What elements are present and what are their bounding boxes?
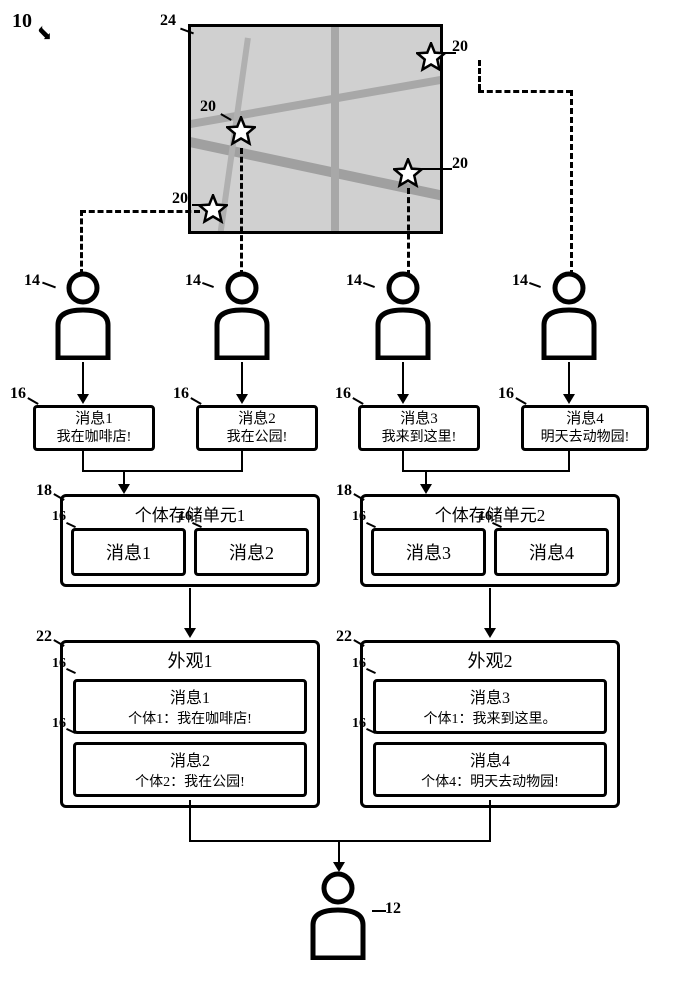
map-ref-label: 24	[160, 12, 176, 30]
arrow-down	[189, 588, 191, 636]
msg-ref-label: 16	[52, 656, 66, 672]
message-body: 我在公园!	[203, 429, 311, 447]
msg-ref-label: 16	[335, 385, 351, 403]
appear-msg-title: 消息4	[376, 747, 604, 771]
message-body: 我在咖啡店!	[40, 429, 148, 447]
message-box: 消息3 我来到这里!	[358, 405, 480, 451]
msg-ref-label: 16	[352, 716, 366, 732]
user-icon	[303, 870, 373, 965]
appearance-msg: 消息1 个体1：我在咖啡店!	[73, 679, 307, 734]
storage-cell: 消息4	[494, 528, 609, 576]
msg-ref-label: 16	[173, 385, 189, 403]
arrow-down	[338, 840, 340, 870]
star-ref-label: 20	[200, 98, 216, 116]
appearance-title: 外观2	[363, 643, 617, 675]
message-box: 消息4 明天去动物园!	[521, 405, 649, 451]
arrow-down	[425, 470, 427, 492]
appear-ref-label: 22	[336, 628, 352, 646]
appear-msg-title: 消息1	[76, 684, 304, 708]
appearance-box: 外观2 消息3 个体1：我来到这里。 消息4 个体4：明天去动物园!	[360, 640, 620, 808]
arrow-down	[402, 362, 404, 402]
storage-box: 个体存储单元1 消息1 消息2	[60, 494, 320, 587]
arrow-down	[241, 362, 243, 402]
appear-ref-label: 22	[36, 628, 52, 646]
storage-ref-label: 18	[336, 482, 352, 500]
person-icon	[368, 270, 438, 365]
person-icon	[207, 270, 277, 365]
star-ref-label: 20	[452, 155, 468, 173]
storage-cell: 消息2	[194, 528, 309, 576]
message-title: 消息4	[528, 410, 642, 429]
appear-msg-body: 个体4：明天去动物园!	[376, 771, 604, 791]
storage-ref-label: 18	[36, 482, 52, 500]
figure-number: 10	[12, 10, 32, 33]
appear-msg-body: 个体1：我来到这里。	[376, 708, 604, 728]
msg-ref-label: 16	[498, 385, 514, 403]
appearance-box: 外观1 消息1 个体1：我在咖啡店! 消息2 个体2：我在公园!	[60, 640, 320, 808]
appear-msg-body: 个体1：我在咖啡店!	[76, 708, 304, 728]
msg-ref-label: 16	[352, 509, 366, 525]
storage-box: 个体存储单元2 消息3 消息4	[360, 494, 620, 587]
msg-ref-label: 16	[478, 509, 492, 525]
person-ref-label: 14	[24, 272, 40, 290]
person-icon	[534, 270, 604, 365]
message-title: 消息1	[40, 410, 148, 429]
msg-ref-label: 16	[10, 385, 26, 403]
msg-ref-label: 16	[178, 509, 192, 525]
map-star-icon	[416, 42, 446, 72]
message-body: 我来到这里!	[365, 429, 473, 447]
message-box: 消息2 我在公园!	[196, 405, 318, 451]
msg-ref-label: 16	[52, 716, 66, 732]
appearance-title: 外观1	[63, 643, 317, 675]
user-ref-label: 12	[385, 900, 401, 918]
map-star-icon	[198, 194, 228, 224]
arrow-down	[489, 588, 491, 636]
appear-msg-title: 消息2	[76, 747, 304, 771]
message-body: 明天去动物园!	[528, 429, 642, 447]
appear-msg-title: 消息3	[376, 684, 604, 708]
message-title: 消息2	[203, 410, 311, 429]
appearance-msg: 消息2 个体2：我在公园!	[73, 742, 307, 797]
message-box: 消息1 我在咖啡店!	[33, 405, 155, 451]
message-title: 消息3	[365, 410, 473, 429]
storage-cell: 消息1	[71, 528, 186, 576]
storage-cell: 消息3	[371, 528, 486, 576]
star-ref-label: 20	[172, 190, 188, 208]
msg-ref-label: 16	[352, 656, 366, 672]
appear-msg-body: 个体2：我在公园!	[76, 771, 304, 791]
person-ref-label: 14	[185, 272, 201, 290]
person-ref-label: 14	[512, 272, 528, 290]
map-star-icon	[393, 158, 423, 188]
figure-arrow: ➥	[31, 21, 57, 47]
arrow-down	[568, 362, 570, 402]
arrow-down	[123, 470, 125, 492]
person-ref-label: 14	[346, 272, 362, 290]
appearance-msg: 消息3 个体1：我来到这里。	[373, 679, 607, 734]
msg-ref-label: 16	[52, 509, 66, 525]
arrow-down	[82, 362, 84, 402]
appearance-msg: 消息4 个体4：明天去动物园!	[373, 742, 607, 797]
person-icon	[48, 270, 118, 365]
